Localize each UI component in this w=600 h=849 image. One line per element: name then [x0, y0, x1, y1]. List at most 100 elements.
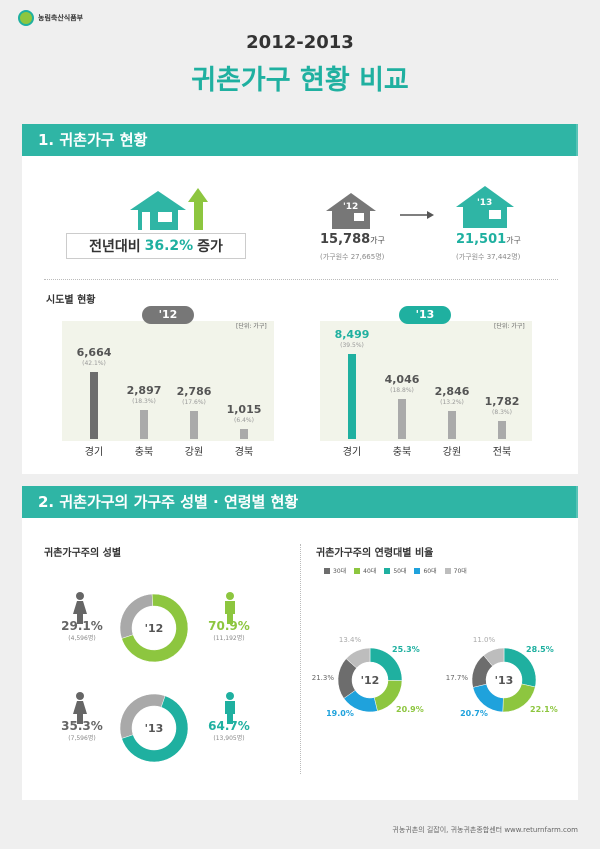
- male-count: (13,905명): [213, 734, 244, 742]
- male-icon: [225, 692, 235, 724]
- bar-category-label: 충북: [134, 447, 154, 458]
- age-title: 귀촌가구주의 연령대별 비율: [316, 548, 434, 559]
- count-12-note: (가구원수 27,665명): [320, 253, 385, 261]
- age-30-label: 17.7%: [446, 674, 469, 682]
- female-pct: 29.1%: [61, 619, 103, 633]
- bar-pct-label: (39.5%): [340, 342, 364, 349]
- legend-swatch: [414, 567, 421, 574]
- bar-chart-12-title: '12: [142, 306, 194, 324]
- female-pct: 35.3%: [61, 719, 103, 733]
- bar-value-label: 8,499: [334, 328, 370, 341]
- arrow-right-icon: [400, 211, 434, 219]
- donut-center-label: '12: [361, 674, 380, 687]
- bar-pct-label: (8.3%): [492, 409, 512, 417]
- bar: [398, 398, 406, 439]
- legend-swatch: [324, 567, 330, 574]
- legend-swatch: [354, 567, 361, 574]
- bar-category-label: 강원: [184, 447, 204, 458]
- age-70-label: 13.4%: [339, 636, 362, 644]
- age-70-label: 11.0%: [473, 636, 496, 644]
- legend-item: 50대: [384, 566, 406, 575]
- gender-charts: '12 29.1%(4,596명) 70.9%(11,192명) '13 35.3%(7…: [61, 592, 250, 763]
- legend-item: 70대: [444, 566, 467, 575]
- bar-pct-label: (18.3%): [132, 398, 156, 406]
- logo-icon: [18, 10, 34, 26]
- region-title: 시도별 현황: [46, 295, 96, 306]
- house-13-label: '13: [477, 198, 493, 208]
- donut-center-label: '13: [145, 722, 164, 735]
- age-50-label: 25.3%: [392, 645, 420, 654]
- bar: [190, 411, 198, 439]
- legend-item: 60대: [414, 566, 437, 575]
- title-years: 2012-2013: [246, 32, 354, 53]
- bar-chart-13: 8,499 (39.5%) 경기 4,046 (18.8%) 충북 2,846 (13.2%)…: [320, 321, 532, 461]
- bar-chart-13-title: '13: [399, 306, 451, 324]
- house-icon-growth: [130, 188, 208, 230]
- donut-slice: [483, 647, 505, 667]
- count-13-value: 21,501: [456, 232, 507, 247]
- divider: [44, 279, 558, 280]
- bar: [240, 428, 248, 439]
- bar: [448, 410, 456, 439]
- age-40-label: 20.9%: [396, 705, 424, 714]
- section2-divider: [300, 544, 301, 774]
- increase-box: 전년대비 36.2% 증가: [66, 233, 246, 259]
- bar-category-label: 충북: [392, 447, 412, 458]
- bar-category-label: 전북: [492, 447, 512, 458]
- legend-label: 30대: [333, 568, 347, 575]
- bar-value-label: 1,015: [226, 402, 262, 416]
- bar-pct-label: (13.2%): [440, 398, 464, 406]
- bar-value-label: 1,782: [484, 395, 520, 409]
- bar-value-label: 2,786: [176, 385, 212, 399]
- legend-item: 30대: [324, 566, 346, 575]
- donut-slice: [345, 647, 371, 669]
- male-count: (11,192명): [213, 634, 244, 642]
- bar-category-label: 강원: [442, 447, 462, 458]
- age-charts: '12 25.3% 20.9% 19.0% 21.3% 13.4% '13 28.5% 22.1…: [312, 636, 558, 718]
- age-50-label: 28.5%: [526, 645, 554, 654]
- count-12-value: 15,788: [320, 232, 371, 247]
- male-icon: [225, 592, 235, 624]
- age-60-label: 20.7%: [460, 709, 488, 718]
- bar-pct-label: (17.6%): [182, 399, 206, 407]
- donut-slice: [121, 695, 189, 763]
- bar-value-label: 2,846: [434, 384, 470, 398]
- bar: [140, 410, 148, 439]
- male-pct: 64.7%: [208, 719, 250, 733]
- bar-category-label: 경기: [84, 447, 104, 458]
- donut-center-label: '12: [145, 622, 164, 635]
- bar: [90, 372, 98, 439]
- house-12-label: '12: [343, 202, 359, 212]
- bar-category-label: 경기: [342, 447, 362, 458]
- count-12-unit: 가구: [370, 236, 385, 245]
- bar-category-label: 경북: [234, 447, 254, 458]
- logo: 농림축산식품부: [18, 10, 83, 26]
- male-pct: 70.9%: [208, 619, 250, 633]
- increase-prefix: 전년대비: [89, 239, 141, 255]
- title-main: 귀촌가구 현황 비교: [191, 65, 409, 96]
- female-count: (4,596명): [68, 634, 95, 642]
- donut-slice: [121, 593, 189, 663]
- bar-chart-12-unit: [단위: 가구]: [236, 323, 267, 330]
- footer: 귀농귀촌의 길잡이, 귀농귀촌종합센터 www.returnfarm.com: [392, 826, 578, 834]
- bar-pct-label: (42.1%): [82, 360, 106, 368]
- gender-title: 귀촌가구주의 성별: [44, 548, 122, 559]
- legend-label: 60대: [423, 568, 437, 575]
- female-count: (7,596명): [68, 734, 95, 742]
- bar-chart-13-unit: [단위: 가구]: [494, 323, 525, 330]
- increase-suffix: 증가: [197, 239, 223, 255]
- female-icon: [73, 592, 87, 624]
- bar-value-label: 4,046: [384, 372, 420, 386]
- donut-center-label: '13: [495, 674, 514, 687]
- female-icon: [73, 692, 87, 724]
- count-13-unit: 가구: [506, 236, 521, 245]
- legend-label: 40대: [363, 568, 377, 575]
- house-12-icon: [326, 193, 376, 229]
- legend-swatch: [444, 567, 451, 574]
- legend-item: 40대: [354, 566, 376, 575]
- section2-header: 2. 귀촌가구의 가구주 성별 · 연령별 현황: [22, 486, 578, 518]
- age-30-label: 21.3%: [312, 674, 335, 682]
- bar-pct-label: (6.4%): [234, 416, 254, 424]
- count-12: 15,788가구: [320, 232, 385, 247]
- logo-text: 농림축산식품부: [38, 14, 84, 22]
